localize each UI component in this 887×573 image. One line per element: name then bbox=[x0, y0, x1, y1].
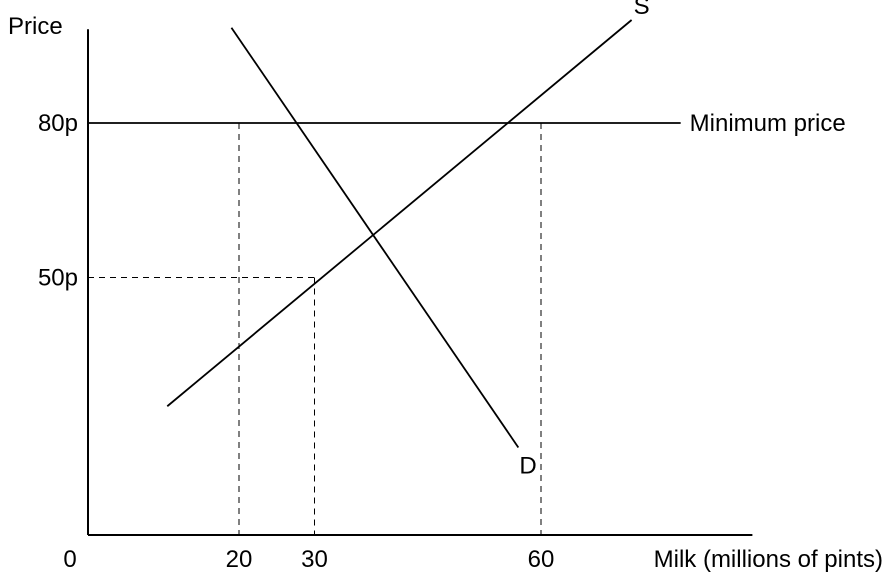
demand-label: D bbox=[519, 452, 536, 479]
supply-label: S bbox=[634, 0, 650, 20]
x-tick-label: 30 bbox=[301, 546, 328, 573]
x-tick-labels: 0 20 30 60 bbox=[63, 546, 554, 573]
supply-curve bbox=[166, 19, 633, 407]
x-tick-label: 0 bbox=[63, 546, 76, 573]
x-axis-label: Milk (millions of pints) bbox=[654, 546, 883, 573]
x-tick-label: 60 bbox=[528, 546, 555, 573]
demand-curve bbox=[230, 27, 520, 448]
y-axis-label: Price bbox=[8, 13, 63, 40]
minimum-price-label: Minimum price bbox=[690, 110, 846, 137]
x-tick-label: 20 bbox=[226, 546, 253, 573]
y-tick-label: 50p bbox=[38, 265, 78, 292]
y-tick-labels: 50p 80p bbox=[38, 110, 78, 292]
y-tick-label: 80p bbox=[38, 110, 78, 137]
dashed-guide-lines bbox=[88, 123, 542, 535]
